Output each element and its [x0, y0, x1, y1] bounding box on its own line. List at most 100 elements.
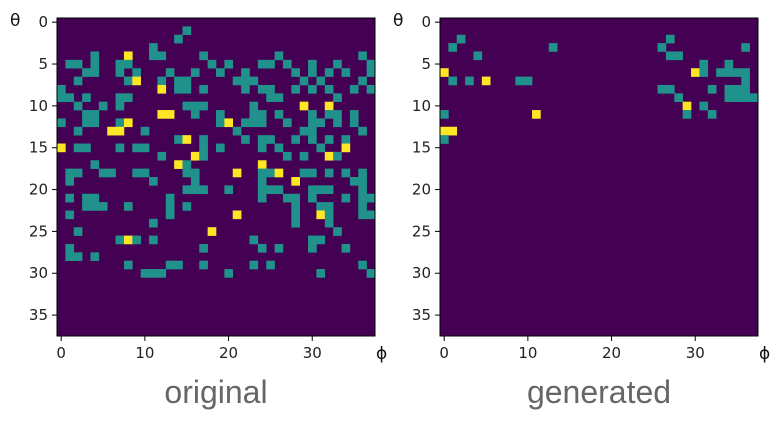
heatmap-cell — [349, 110, 359, 119]
heatmap-cell — [123, 51, 133, 61]
heatmap-cell — [291, 68, 300, 77]
heatmap-cell — [199, 101, 208, 111]
heatmap-cell — [308, 59, 317, 69]
heatmap-cell — [57, 84, 66, 94]
heatmap-cell — [366, 68, 376, 77]
y-tick-label: 30 — [29, 264, 48, 282]
heatmap-cell — [174, 160, 183, 169]
heatmap-cell — [90, 160, 100, 169]
heatmap-cell — [741, 76, 750, 86]
heatmap-cell — [665, 34, 675, 44]
heatmap-cell — [165, 260, 175, 270]
heatmap-cell — [333, 110, 342, 119]
heatmap-cell — [107, 168, 116, 178]
heatmap-cell — [216, 118, 225, 128]
heatmap-cell — [241, 68, 250, 77]
heatmap-cell — [358, 177, 367, 186]
heatmap-cell — [316, 185, 326, 195]
plot-frame — [56, 17, 376, 337]
heatmap-cell — [257, 177, 267, 186]
heatmap-cell — [82, 193, 91, 203]
heatmap-cell — [448, 43, 458, 52]
x-tick-label: 0 — [439, 344, 449, 362]
heatmap-cell — [333, 59, 342, 69]
heatmap-cell — [308, 243, 317, 253]
heatmap-cell — [724, 68, 734, 77]
heatmap-cell — [274, 51, 284, 61]
heatmap-cell — [241, 84, 250, 94]
heatmap-cell — [199, 84, 208, 94]
heatmap-cell — [308, 68, 317, 77]
heatmap-cell — [291, 218, 300, 228]
heatmap-cell — [448, 76, 458, 86]
heatmap-cell — [224, 59, 234, 69]
heatmap-cell — [282, 59, 292, 69]
heatmap-cell — [724, 93, 734, 102]
heatmap-cell — [324, 110, 334, 119]
heatmap-cell — [316, 210, 326, 220]
heatmap-cell — [366, 193, 376, 203]
heatmap-cell — [149, 177, 158, 186]
heatmap-cell — [165, 193, 175, 203]
x-tick-label: 30 — [686, 344, 705, 362]
heatmap-cell — [358, 51, 367, 61]
heatmap-cell — [548, 43, 558, 52]
heatmap-cell — [241, 135, 250, 144]
heatmap-cell — [57, 118, 66, 128]
caption-generated: generated — [526, 374, 672, 410]
heatmap-cell — [182, 84, 192, 94]
heatmap-cell — [349, 84, 359, 94]
heatmap-cell — [358, 168, 367, 178]
heatmap-cell — [65, 193, 75, 203]
heatmap-cell — [140, 126, 150, 136]
heatmap-cell — [333, 93, 342, 102]
heatmap-cell — [199, 51, 208, 61]
y-tick-label: 5 — [421, 55, 431, 73]
heatmap-cell — [249, 76, 259, 86]
heatmap-cell — [157, 110, 167, 119]
heatmap-cell — [316, 269, 326, 278]
heatmap-cell — [358, 260, 367, 270]
y-tick-label: 0 — [421, 13, 431, 31]
heatmap-cell — [324, 185, 334, 195]
heatmap-cell — [341, 168, 351, 178]
heatmap-cell — [324, 84, 334, 94]
heatmap-cell — [174, 34, 183, 44]
heatmap-cell — [123, 118, 133, 128]
heatmap-cell — [174, 76, 183, 86]
heatmap-cell — [299, 168, 309, 178]
x-tick-label: 10 — [135, 344, 154, 362]
heatmap-cell — [73, 252, 83, 261]
heatmap-cell — [98, 202, 108, 211]
heatmap-cell — [724, 59, 734, 69]
heatmap-cell — [157, 84, 167, 94]
heatmap-cell — [182, 202, 192, 211]
heatmap-cell — [90, 193, 100, 203]
heatmap-cell — [349, 118, 359, 128]
heatmap-cell — [199, 135, 208, 144]
x-axis-label: ϕ — [759, 344, 770, 364]
heatmap-cell — [123, 59, 133, 69]
heatmap-cell — [232, 76, 242, 86]
heatmap-cell — [291, 202, 300, 211]
heatmap-cell — [115, 101, 125, 111]
heatmap-cell — [308, 168, 317, 178]
heatmap-cell — [523, 76, 533, 86]
heatmap-cell — [157, 76, 167, 86]
heatmap-cell — [473, 51, 483, 61]
heatmap-cell — [741, 43, 750, 52]
heatmap-cell — [157, 51, 167, 61]
heatmap-cell — [732, 93, 742, 102]
heatmap-cell — [308, 185, 317, 195]
heatmap-cell — [174, 260, 183, 270]
heatmap-cell — [216, 143, 225, 153]
heatmap-cell — [682, 101, 692, 111]
heatmap-cell — [674, 93, 683, 102]
heatmap-cell — [82, 110, 91, 119]
heatmap-cell — [73, 126, 83, 136]
heatmap-cell — [299, 101, 309, 111]
heatmap-cell — [249, 118, 259, 128]
heatmap-cell — [732, 84, 742, 94]
heatmap-cell — [115, 126, 125, 136]
y-axis-label: θ — [393, 11, 403, 31]
